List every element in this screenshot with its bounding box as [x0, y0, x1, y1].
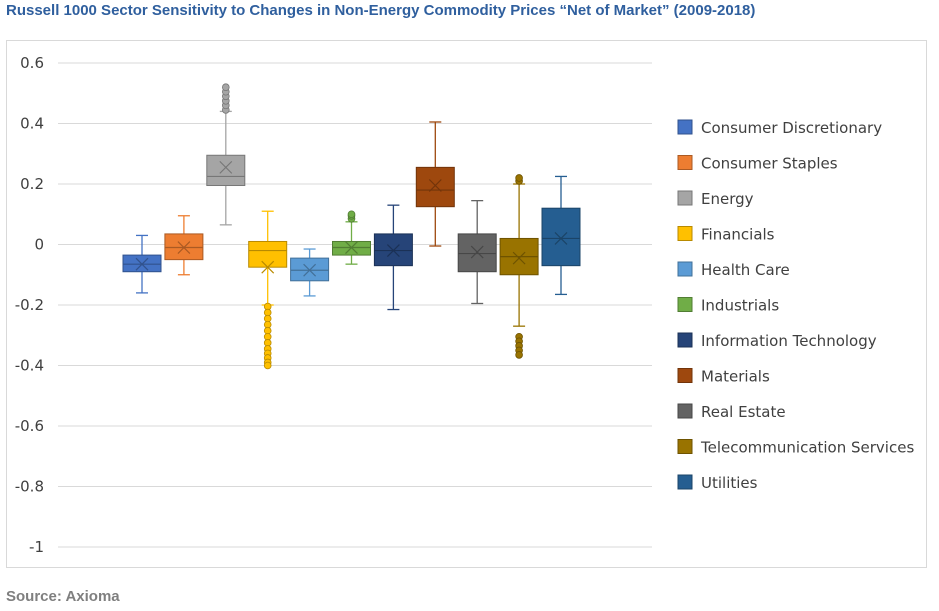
legend-label: Materials	[701, 368, 770, 386]
y-tick-label: 0.4	[20, 115, 44, 133]
mean-marker	[303, 263, 317, 277]
mean-marker	[554, 232, 568, 245]
legend-swatch	[677, 297, 693, 312]
outlier-point	[263, 361, 272, 370]
y-tick-label: -1	[29, 538, 44, 556]
legend-swatch	[677, 190, 693, 206]
legend-label: Telecommunication Services	[700, 439, 914, 457]
y-tick-label: 0.2	[20, 175, 44, 193]
legend-label: Consumer Staples	[701, 155, 838, 173]
source-note: Source: Axioma	[6, 588, 120, 605]
legend-swatch	[677, 261, 693, 277]
legend-label: Consumer Discretionary	[701, 119, 882, 137]
outlier-point	[347, 210, 356, 219]
chart-frame	[6, 40, 927, 568]
box	[206, 154, 246, 187]
outlier-point	[222, 83, 230, 91]
legend-swatch	[677, 368, 693, 383]
mean-marker	[512, 251, 526, 265]
mean-marker	[177, 241, 191, 254]
y-tick-label: 0	[34, 236, 44, 254]
outlier-point	[515, 351, 523, 359]
legend-label: Real Estate	[701, 403, 786, 421]
box	[248, 240, 288, 268]
legend-label: Energy	[701, 190, 754, 208]
legend-label: Utilities	[701, 474, 758, 492]
outlier-point	[515, 174, 523, 182]
y-tick-label: 0.6	[20, 54, 44, 72]
mean-marker	[345, 241, 358, 254]
mean-marker	[135, 257, 149, 271]
y-tick-label: -0.6	[15, 417, 44, 435]
y-tick-label: -0.8	[15, 478, 44, 496]
box	[541, 207, 581, 267]
y-tick-label: -0.4	[15, 357, 44, 375]
legend-label: Information Technology	[701, 332, 877, 350]
mean-marker	[261, 260, 275, 274]
legend-label: Health Care	[701, 261, 790, 279]
mean-marker	[428, 179, 442, 192]
y-tick-label: -0.2	[15, 296, 44, 314]
legend-swatch	[677, 439, 693, 454]
legend-swatch	[677, 119, 693, 135]
chart-title: Russell 1000 Sector Sensitivity to Chang…	[6, 2, 756, 19]
mean-marker	[219, 160, 233, 174]
legend-swatch	[677, 474, 693, 490]
mean-marker	[470, 245, 484, 259]
box	[415, 166, 455, 208]
legend-swatch	[677, 226, 693, 241]
legend-swatch	[677, 403, 693, 419]
legend-label: Financials	[701, 226, 775, 244]
mean-marker	[386, 244, 400, 257]
legend-label: Industrials	[701, 297, 779, 315]
legend-swatch	[677, 332, 693, 348]
legend-swatch	[677, 155, 693, 170]
